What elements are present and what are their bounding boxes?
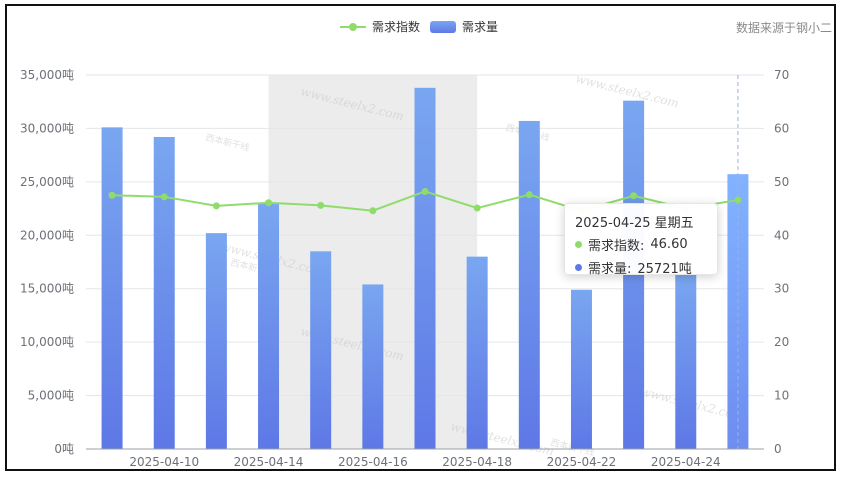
- legend-label-demand-volume: 需求量: [462, 20, 499, 34]
- x-axis-tick-label: 2025-04-16: [338, 455, 408, 469]
- legend-item-demand-volume[interactable]: 需求量: [430, 18, 498, 35]
- tooltip: 2025-04-25 星期五 需求指数: 46.60 需求量: 25721吨: [564, 203, 718, 277]
- bar-demand-volume-2025-04-24: [675, 274, 697, 449]
- tooltip-index-value: 46.60: [650, 237, 688, 252]
- point-demand-index-2025-04-25: [734, 196, 742, 204]
- bar-demand-volume-2025-04-17: [414, 87, 436, 449]
- right-axis-tick-label: 10: [774, 389, 789, 403]
- x-axis-tick-label: 2025-04-22: [547, 455, 617, 469]
- data-source-note: 数据来源于钢小二: [735, 21, 832, 35]
- left-axis-tick-label: 20,000吨: [20, 228, 74, 242]
- point-demand-index-2025-04-16: [369, 207, 377, 215]
- left-axis-tick-label: 30,000吨: [20, 121, 74, 135]
- tooltip-row-index: 需求指数: 46.60: [575, 235, 707, 254]
- right-axis-tick-label: 20: [774, 335, 789, 349]
- tooltip-index-dot: [575, 241, 582, 248]
- left-axis-tick-label: 15,000吨: [20, 282, 74, 296]
- tooltip-volume-label: 需求量:: [588, 262, 632, 277]
- legend-item-demand-index[interactable]: 需求指数: [340, 18, 420, 35]
- bar-demand-volume-2025-04-25: [727, 174, 749, 449]
- tooltip-index-label: 需求指数:: [588, 239, 645, 254]
- tooltip-volume-value: 25721吨: [637, 262, 692, 277]
- bar-demand-volume-2025-04-16: [362, 284, 384, 449]
- watermark-brand: 西本新干线: [204, 131, 251, 154]
- x-axis-tick-label: 2025-04-10: [129, 455, 199, 469]
- left-axis-tick-label: 0吨: [54, 442, 74, 456]
- right-axis-tick-label: 0: [774, 442, 782, 456]
- legend: 需求指数 需求量: [340, 18, 498, 35]
- legend-bar-swatch: [430, 20, 457, 33]
- bar-demand-volume-2025-04-14: [258, 203, 280, 449]
- point-demand-index-2025-04-15: [317, 201, 325, 209]
- tooltip-volume-dot: [575, 264, 582, 271]
- x-axis-tick-label: 2025-04-14: [234, 455, 304, 469]
- x-axis-tick-label: 2025-04-24: [651, 455, 721, 469]
- bar-demand-volume-2025-04-09: [101, 127, 123, 450]
- tooltip-title: 2025-04-25 星期五: [575, 216, 694, 231]
- bar-demand-volume-2025-04-11: [205, 233, 227, 449]
- right-axis-tick-label: 40: [774, 228, 789, 242]
- right-axis-tick-label: 60: [774, 121, 789, 135]
- point-demand-index-2025-04-09: [108, 191, 116, 199]
- point-demand-index-2025-04-18: [473, 204, 481, 212]
- left-axis-tick-label: 25,000吨: [20, 175, 74, 189]
- right-axis-tick-label: 70: [774, 68, 789, 82]
- left-axis-tick-label: 35,000吨: [20, 68, 74, 82]
- bar-demand-volume-2025-04-15: [310, 251, 332, 449]
- point-demand-index-2025-04-23: [630, 192, 638, 200]
- bar-demand-volume-2025-04-22: [570, 289, 592, 449]
- tooltip-row-volume: 需求量: 25721吨: [575, 258, 707, 277]
- legend-line-swatch: [340, 21, 366, 33]
- point-demand-index-2025-04-14: [265, 199, 273, 207]
- bar-demand-volume-2025-04-18: [466, 256, 488, 449]
- bar-demand-volume-2025-04-21: [518, 120, 540, 449]
- left-axis-tick-label: 10,000吨: [20, 335, 74, 349]
- legend-label-demand-index: 需求指数: [372, 20, 421, 34]
- point-demand-index-2025-04-10: [160, 193, 168, 201]
- right-axis-tick-label: 30: [774, 282, 789, 296]
- point-demand-index-2025-04-11: [212, 202, 220, 210]
- left-axis-tick-label: 5,000吨: [28, 389, 74, 403]
- point-demand-index-2025-04-17: [421, 187, 429, 195]
- bar-demand-volume-2025-04-10: [153, 136, 175, 449]
- point-demand-index-2025-04-21: [525, 191, 533, 199]
- right-axis-tick-label: 50: [774, 175, 789, 189]
- x-axis-tick-label: 2025-04-18: [442, 455, 512, 469]
